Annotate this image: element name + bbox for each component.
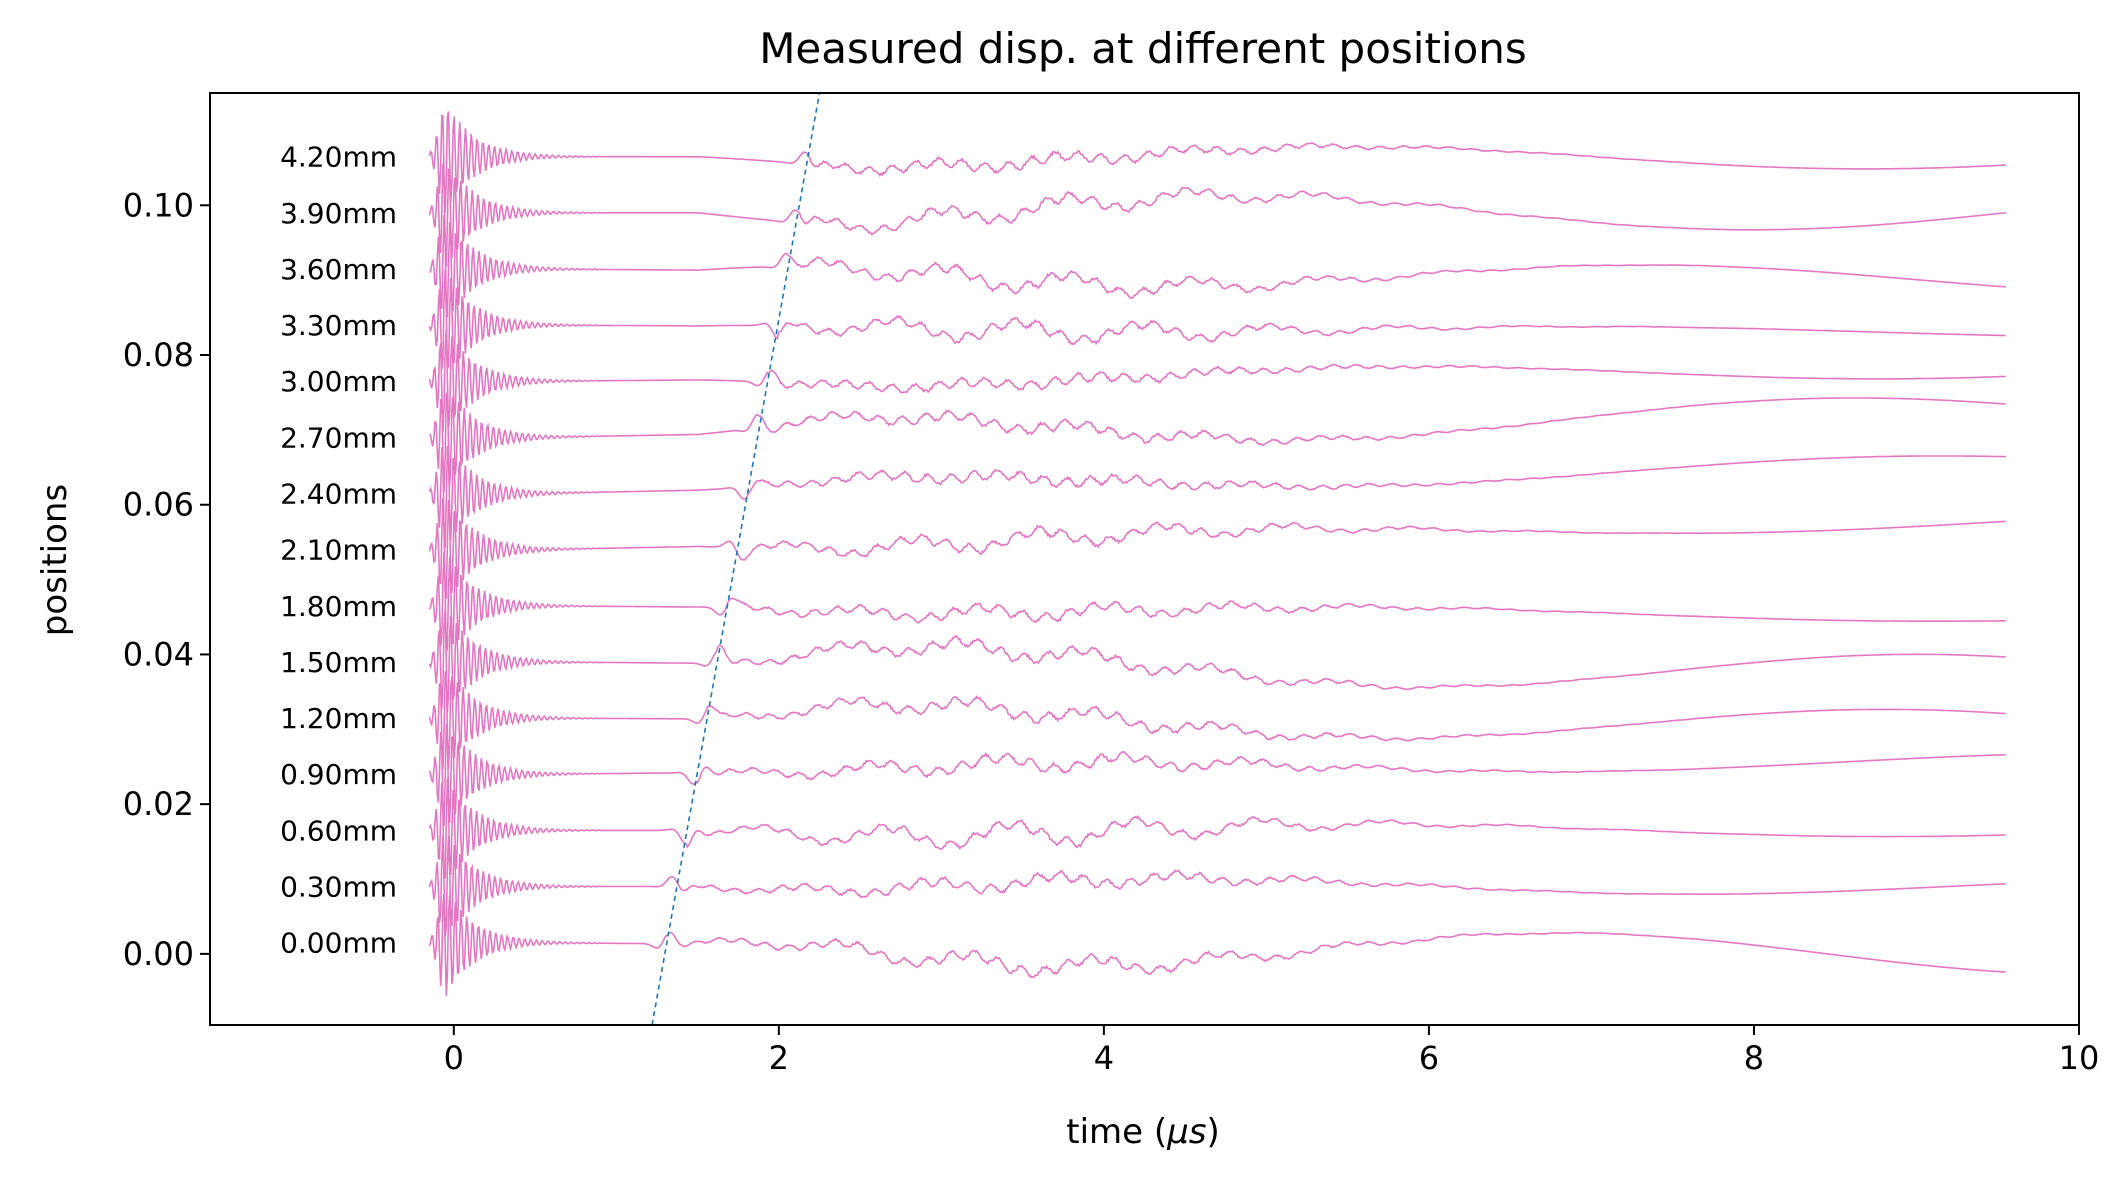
trace-label: 3.90mm bbox=[280, 197, 397, 230]
trace-label: 0.60mm bbox=[280, 814, 397, 847]
y-tick-label: 0.04 bbox=[123, 635, 194, 673]
trace-label: 2.70mm bbox=[280, 421, 397, 454]
trace-series bbox=[428, 551, 2006, 654]
trace-series bbox=[428, 329, 2006, 433]
trace-label: 0.30mm bbox=[280, 871, 397, 904]
x-tick-label: 8 bbox=[1744, 1039, 1764, 1077]
trace-label: 1.20mm bbox=[280, 702, 397, 735]
trace-series bbox=[428, 778, 2006, 879]
trace-label: 1.80mm bbox=[280, 590, 397, 623]
trace-label: 2.10mm bbox=[280, 534, 397, 567]
x-tick-label: 0 bbox=[444, 1039, 464, 1077]
trace-label: 3.60mm bbox=[280, 253, 397, 286]
x-tick-label: 2 bbox=[769, 1039, 789, 1077]
y-tick-label: 0.06 bbox=[123, 486, 194, 524]
trace-series bbox=[428, 111, 2006, 213]
trace-series bbox=[428, 391, 2006, 493]
trace-label: 3.00mm bbox=[280, 365, 397, 398]
trace-series bbox=[428, 723, 2006, 827]
y-tick-label: 0.08 bbox=[123, 336, 194, 374]
y-tick-label: 0.10 bbox=[123, 186, 194, 224]
x-tick-label: 6 bbox=[1419, 1039, 1439, 1077]
trace-label: 0.00mm bbox=[280, 927, 397, 960]
x-tick-label: 4 bbox=[1094, 1039, 1114, 1077]
traces bbox=[428, 111, 2006, 996]
wavefront-line-group bbox=[651, 93, 821, 1025]
trace-series bbox=[429, 214, 2006, 318]
plot-frame bbox=[209, 92, 2080, 1026]
trace-series bbox=[428, 269, 2006, 370]
trace-series bbox=[428, 835, 2006, 937]
y-tick-label: 0.02 bbox=[123, 785, 194, 823]
trace-label: 4.20mm bbox=[280, 141, 397, 174]
trace-series bbox=[428, 610, 2006, 713]
x-axis: 0 2 4 6 8 10 bbox=[444, 1025, 2100, 1077]
y-axis: 0.00 0.02 0.04 0.06 0.08 0.10 bbox=[123, 186, 210, 973]
x-tick-label: 10 bbox=[2059, 1039, 2100, 1077]
wavefront-line bbox=[651, 93, 821, 1025]
trace-series bbox=[428, 670, 2006, 770]
trace-label: 1.50mm bbox=[280, 646, 397, 679]
x-axis-label: time (μs) bbox=[1066, 1112, 1220, 1152]
trace-series bbox=[428, 497, 2006, 599]
y-tick-label: 0.00 bbox=[123, 935, 194, 973]
trace-label: 3.30mm bbox=[280, 309, 397, 342]
trace-series bbox=[428, 893, 2006, 996]
y-axis-label: positions bbox=[35, 484, 75, 636]
trace-label: 2.40mm bbox=[280, 477, 397, 510]
trace-label: 0.90mm bbox=[280, 758, 397, 791]
trace-series bbox=[428, 163, 2006, 267]
trace-labels: 0.00mm 0.30mm 0.60mm 0.90mm 1.20mm 1.50mm 1.80… bbox=[280, 141, 397, 960]
chart-title: Measured disp. at different positions bbox=[759, 24, 1527, 73]
trace-series bbox=[428, 446, 2006, 548]
